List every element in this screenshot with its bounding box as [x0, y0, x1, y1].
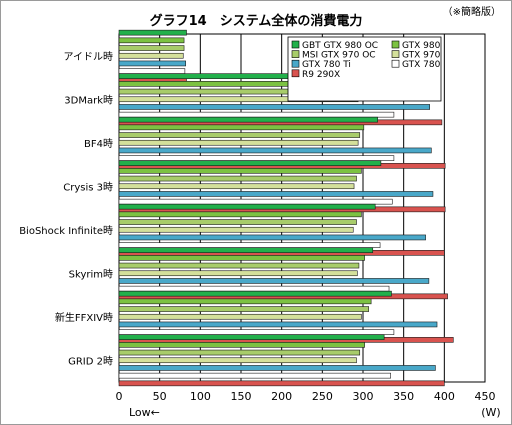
- bar: [118, 132, 361, 138]
- category-label: BF4時: [84, 138, 113, 150]
- x-axis-unit: (W): [481, 406, 500, 419]
- category-label: Skyrim時: [69, 268, 113, 280]
- x-tick-label: 400: [434, 390, 455, 403]
- bars: [118, 29, 454, 387]
- legend: GBT GTX 980 OC GTX 980 MSI GTX 970 OC GTX 9…: [287, 36, 442, 102]
- bar: [118, 285, 390, 292]
- low-label: Low←: [129, 406, 160, 419]
- x-tick-label: 450: [475, 390, 496, 403]
- bar: [118, 380, 445, 387]
- bar: [118, 262, 360, 269]
- bar: [118, 198, 393, 205]
- bar: [118, 219, 357, 225]
- legend-label: GBT GTX 980 OC: [302, 41, 378, 51]
- bar: [118, 226, 354, 233]
- bar: [118, 203, 376, 210]
- legend-label: GTX 980: [402, 41, 441, 51]
- legend-swatch: [391, 40, 400, 49]
- bar: [118, 270, 358, 277]
- bar: [118, 160, 382, 166]
- legend-box: [287, 36, 442, 102]
- chart-note: （※簡略版）: [443, 5, 501, 18]
- bar: [118, 60, 186, 67]
- x-tick-label: 250: [312, 390, 333, 403]
- chart-title: グラフ14 システム全体の消費電力: [150, 13, 363, 29]
- category-label: GRID 2時: [68, 355, 113, 367]
- x-tick-label: 150: [231, 390, 252, 403]
- x-tick-label: 200: [271, 390, 292, 403]
- legend-swatch: [291, 69, 300, 78]
- x-tick-label: 50: [153, 390, 167, 403]
- legend-swatch: [391, 59, 400, 68]
- bar: [118, 242, 381, 248]
- x-tick-label: 300: [353, 390, 374, 403]
- bar: [118, 191, 434, 197]
- bar: [118, 313, 362, 320]
- bar: [118, 372, 391, 379]
- bar: [118, 183, 355, 190]
- category-label: Crysis 3時: [63, 181, 113, 193]
- bar: [118, 321, 438, 328]
- bar: [118, 365, 436, 371]
- bar: [118, 104, 430, 110]
- bar: [118, 116, 378, 123]
- bar: [118, 334, 385, 340]
- bar: [118, 52, 184, 59]
- legend-swatch: [291, 59, 300, 68]
- legend-label: MSI GTX 970 OC: [302, 51, 376, 61]
- bar: [118, 234, 426, 241]
- bar: [118, 278, 430, 284]
- bar: [118, 329, 395, 335]
- bar: [118, 68, 186, 74]
- legend-swatch: [291, 50, 300, 58]
- category-label: 3DMark時: [64, 94, 113, 106]
- bar: [118, 247, 374, 253]
- bar: [118, 342, 365, 348]
- category-labels: アイドル時 3DMark時 BF4時 Crysis 3時 BioShock Infini…: [19, 51, 113, 368]
- bar: [118, 357, 357, 364]
- x-tick-label: 350: [393, 390, 414, 403]
- legend-swatch: [391, 50, 400, 58]
- x-tick-label: 0: [116, 390, 123, 403]
- bar: [118, 111, 395, 118]
- legend-label: R9 290X: [302, 70, 340, 80]
- bar: [118, 168, 362, 174]
- bar: [118, 255, 365, 261]
- category-label: BioShock Infinite時: [19, 225, 113, 237]
- legend-swatch: [291, 40, 300, 49]
- legend-label: GTX 970: [402, 51, 441, 61]
- x-tick-labels: 0 50 100 150 200 250 300 350 400 450: [116, 390, 496, 403]
- bar: [118, 306, 369, 312]
- legend-label: GTX 780 Ti: [302, 60, 351, 70]
- bar: [118, 147, 432, 154]
- bar: [118, 37, 185, 44]
- category-label: 新生FFXIV時: [55, 311, 113, 324]
- bar: [118, 29, 187, 36]
- bar: [118, 124, 365, 131]
- legend-label: GTX 780: [402, 60, 441, 70]
- bar: [118, 155, 395, 161]
- bar: [118, 45, 185, 51]
- bar: [118, 175, 357, 182]
- bar: [118, 298, 372, 305]
- bar: [118, 139, 359, 146]
- x-tick-label: 100: [190, 390, 211, 403]
- bar: [118, 211, 362, 218]
- category-label: アイドル時: [64, 51, 114, 63]
- bar: [118, 290, 392, 297]
- bar: [118, 349, 361, 356]
